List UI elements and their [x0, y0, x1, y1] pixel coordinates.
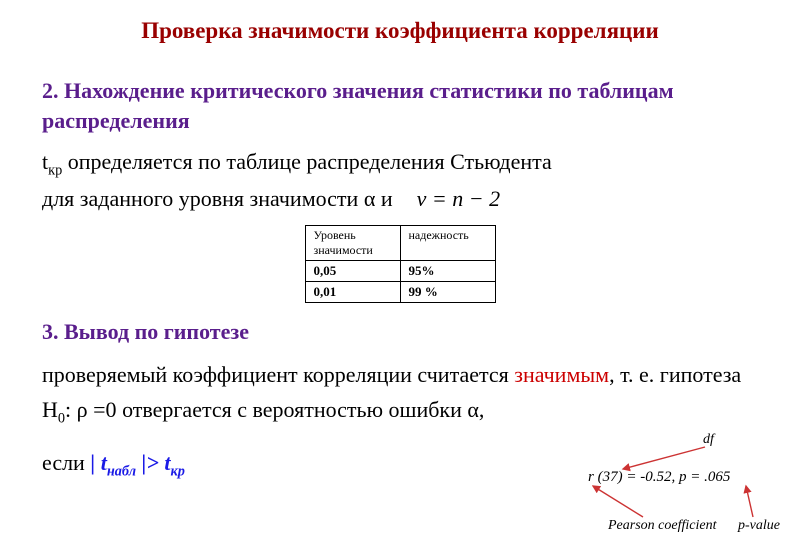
para-e: отвергается с вероятностью ошибки	[117, 397, 468, 422]
h0-sub: 0	[58, 410, 65, 426]
t-nabl-sub: набл	[107, 464, 136, 480]
table-cell: 95%	[400, 261, 495, 282]
para-d: :	[65, 397, 77, 422]
pvalue-label: p-value	[737, 518, 780, 533]
corner-equation: r (37) = -0.52, p = .065	[588, 469, 731, 485]
table-cell: 0,01	[305, 282, 400, 303]
table-cell: 99 %	[400, 282, 495, 303]
section2-line1: tкр определяется по таблице распределени…	[42, 145, 772, 182]
t-kr2-sub: кр	[171, 464, 185, 480]
corner-svg: df r (37) = -0.52, p = .065 Pearson coef…	[548, 431, 778, 536]
bar1: |	[90, 450, 100, 475]
df-label: df	[703, 432, 716, 447]
pearson-label: Pearson coefficient	[607, 518, 718, 533]
line1-rest: определяется по таблице распределения Ст…	[62, 149, 552, 174]
section3-para: проверяемый коэффициент корреляции счита…	[42, 357, 772, 430]
line2-a: для заданного уровня значимости	[42, 186, 364, 211]
para-red: значимым	[514, 362, 609, 387]
table-row: 0,01 99 %	[305, 282, 495, 303]
t-kr-subscript: кр	[48, 163, 62, 179]
page-title: Проверка значимости коэффициента корреля…	[28, 18, 772, 44]
significance-table: Уровень значимости надежность 0,05 95% 0…	[305, 225, 496, 303]
significance-table-wrap: Уровень значимости надежность 0,05 95% 0…	[28, 225, 772, 303]
table-row: Уровень значимости надежность	[305, 226, 495, 261]
condition-expr: | tнабл |> tкр	[90, 450, 185, 475]
corner-annotation: df r (37) = -0.52, p = .065 Pearson coef…	[548, 431, 778, 541]
line2-and: и	[375, 186, 392, 211]
arrow-df	[623, 447, 705, 469]
nu-formula: ν = n − 2	[417, 182, 500, 215]
table-cell: 0,05	[305, 261, 400, 282]
table-header-1: Уровень значимости	[305, 226, 400, 261]
rho-eq: ρ =0	[77, 397, 117, 422]
alpha2: α	[467, 397, 479, 422]
para-a: проверяемый коэффициент корреляции счита…	[42, 362, 514, 387]
section2-heading: 2. Нахождение критического значения стат…	[42, 76, 772, 135]
section3-heading: 3. Вывод по гипотезе	[42, 317, 772, 347]
table-row: 0,05 95%	[305, 261, 495, 282]
comma: ,	[479, 397, 485, 422]
line2-text: для заданного уровня значимости α и	[42, 182, 393, 215]
mid: |>	[136, 450, 164, 475]
arrow-pvalue	[746, 486, 753, 517]
alpha-symbol: α	[364, 186, 376, 211]
if-word: если	[42, 450, 90, 475]
table-header-2: надежность	[400, 226, 495, 261]
arrow-pearson	[593, 486, 643, 517]
section2-line2: для заданного уровня значимости α и ν = …	[42, 182, 772, 215]
